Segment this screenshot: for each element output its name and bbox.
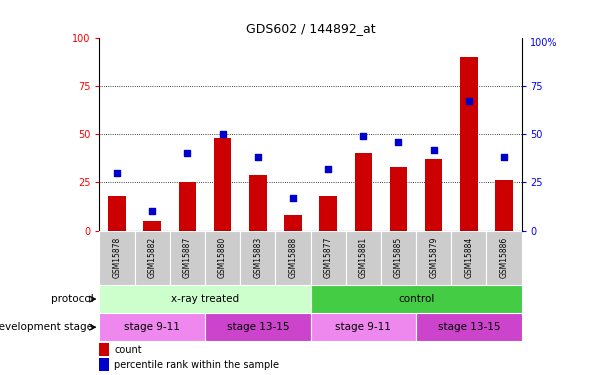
Point (183, 150, 192, 156)
Bar (311, 313, 416, 341)
Point (429, 147, 438, 153)
Bar (346, 231, 381, 285)
Bar (205, 231, 240, 285)
Text: GSM15886: GSM15886 (499, 237, 508, 278)
Text: stage 13-15: stage 13-15 (438, 322, 500, 332)
Text: GSM15882: GSM15882 (148, 237, 157, 278)
Point (323, 166, 333, 172)
Bar (240, 231, 276, 285)
Bar (355, 153, 372, 231)
Bar (170, 231, 205, 285)
Text: protocol: protocol (51, 294, 93, 304)
Text: control: control (398, 294, 434, 304)
Title: GDS602 / 144892_at: GDS602 / 144892_at (246, 22, 375, 35)
Bar (320, 196, 337, 231)
Bar (109, 196, 126, 231)
Text: GSM15885: GSM15885 (394, 237, 403, 278)
Text: GSM15887: GSM15887 (183, 237, 192, 278)
Bar (178, 182, 196, 231)
Bar (276, 231, 311, 285)
Bar (311, 285, 522, 313)
Bar (487, 231, 522, 285)
Point (218, 131, 227, 137)
Bar (205, 313, 311, 341)
Text: GSM15879: GSM15879 (429, 237, 438, 279)
Bar (99, 285, 311, 313)
Bar (99, 344, 109, 355)
Bar (99, 313, 205, 341)
Bar (99, 358, 109, 370)
Text: stage 9-11: stage 9-11 (335, 322, 391, 332)
Bar (416, 313, 522, 341)
Bar (381, 231, 416, 285)
Text: development stage: development stage (0, 322, 93, 332)
Point (147, 209, 157, 214)
Text: GSM15878: GSM15878 (113, 237, 122, 278)
Bar (460, 57, 478, 231)
Text: 100%: 100% (530, 38, 558, 48)
Bar (144, 221, 161, 231)
Point (288, 195, 298, 201)
Bar (214, 138, 232, 231)
Bar (284, 215, 302, 231)
Bar (416, 231, 451, 285)
Text: stage 9-11: stage 9-11 (124, 322, 180, 332)
Text: GSM15881: GSM15881 (359, 237, 368, 278)
Point (358, 133, 368, 139)
Bar (99, 231, 134, 285)
Bar (425, 159, 443, 231)
Point (394, 139, 403, 145)
Point (112, 170, 122, 176)
Text: GSM15883: GSM15883 (253, 237, 262, 278)
Bar (451, 231, 487, 285)
Bar (311, 231, 346, 285)
Bar (249, 175, 267, 231)
Text: count: count (115, 345, 142, 354)
Text: stage 13-15: stage 13-15 (227, 322, 289, 332)
Point (253, 154, 263, 160)
Bar (390, 167, 407, 231)
Text: GSM15884: GSM15884 (464, 237, 473, 278)
Text: GSM15877: GSM15877 (324, 237, 333, 279)
Bar (134, 231, 170, 285)
Text: GSM15888: GSM15888 (288, 237, 297, 278)
Text: x-ray treated: x-ray treated (171, 294, 239, 304)
Bar (495, 180, 513, 231)
Text: GSM15880: GSM15880 (218, 237, 227, 278)
Point (464, 98, 474, 104)
Text: percentile rank within the sample: percentile rank within the sample (115, 360, 279, 369)
Point (499, 154, 509, 160)
